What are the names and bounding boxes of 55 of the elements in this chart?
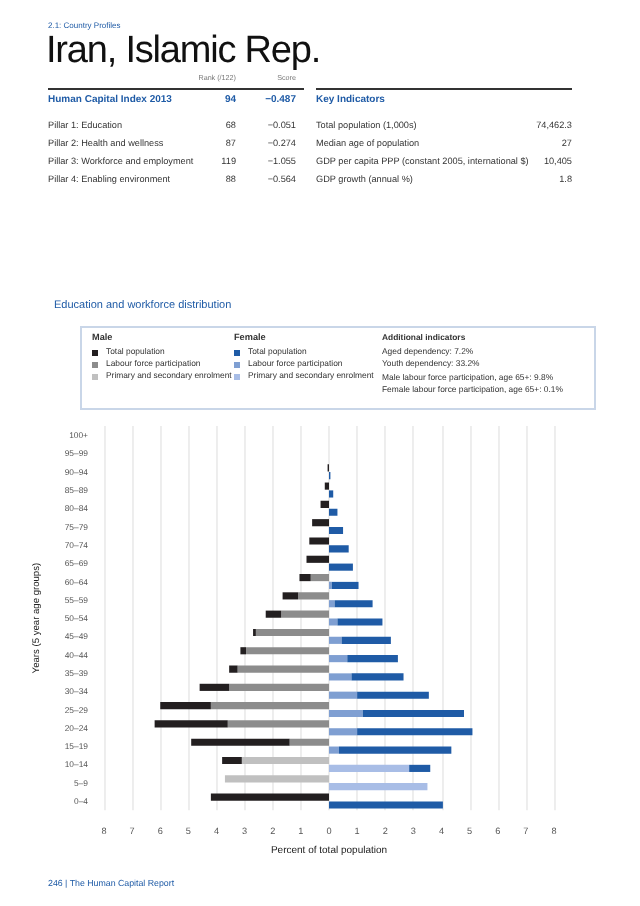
bar — [240, 647, 247, 655]
bar — [347, 655, 398, 663]
bar — [320, 500, 329, 508]
bar — [337, 618, 383, 626]
bar — [338, 746, 452, 754]
bar — [329, 636, 342, 644]
bar — [329, 618, 338, 626]
bar — [341, 636, 391, 644]
bar — [255, 628, 329, 637]
bar — [329, 655, 348, 663]
bar — [329, 801, 443, 809]
bar — [329, 783, 428, 791]
bar — [309, 537, 329, 545]
bar — [362, 709, 464, 718]
bar — [199, 683, 230, 691]
bar — [224, 775, 329, 783]
bar — [282, 592, 299, 600]
bar — [351, 673, 404, 681]
bar — [237, 665, 329, 673]
bar — [329, 691, 358, 699]
bar — [329, 728, 358, 736]
bar — [329, 526, 344, 535]
text: Iran, Islamic Rep. — [46, 30, 321, 72]
bar — [299, 574, 311, 582]
bar — [334, 600, 373, 608]
bar — [265, 610, 282, 618]
bar — [306, 555, 329, 563]
bar — [357, 728, 473, 736]
bar — [329, 545, 349, 553]
bar — [329, 600, 335, 608]
bar — [229, 683, 329, 691]
bar — [227, 720, 329, 728]
bar — [329, 673, 352, 681]
bar — [329, 563, 353, 571]
bar — [229, 665, 238, 673]
bar — [298, 592, 329, 600]
bar — [310, 574, 329, 582]
bar — [329, 764, 410, 772]
bar — [154, 720, 228, 728]
bar — [329, 508, 338, 516]
bar — [222, 756, 242, 765]
bar — [409, 764, 431, 772]
bar — [281, 610, 329, 618]
bar — [210, 702, 329, 710]
bar — [210, 793, 329, 801]
bar — [241, 756, 329, 765]
bar — [312, 519, 329, 527]
bar — [329, 746, 339, 754]
bar — [191, 738, 290, 746]
bar — [246, 647, 329, 655]
bar — [289, 738, 329, 746]
bar — [329, 709, 363, 718]
bar — [357, 691, 429, 699]
bar — [160, 702, 211, 710]
bar — [331, 581, 359, 590]
